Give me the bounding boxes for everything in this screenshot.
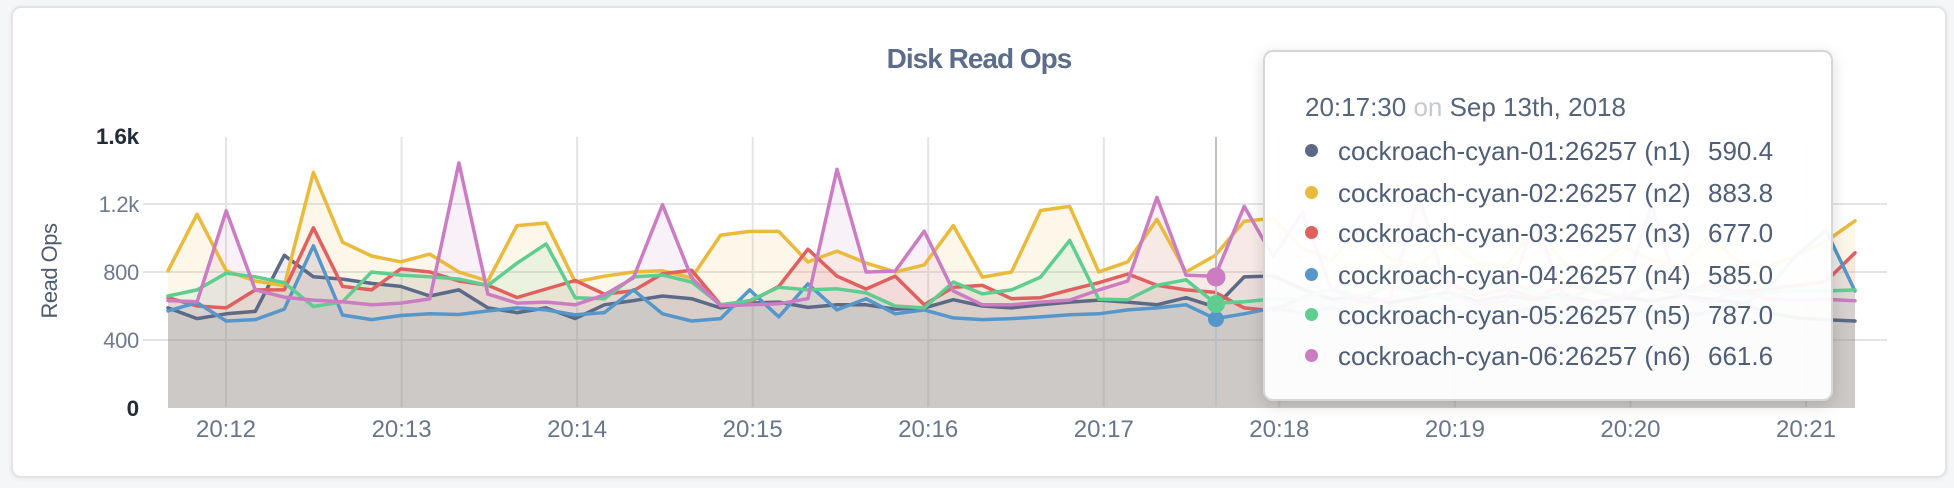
svg-text:20:14: 20:14	[547, 416, 607, 443]
svg-text:20:17: 20:17	[1074, 416, 1134, 443]
svg-text:20:21: 20:21	[1776, 416, 1836, 443]
svg-text:20:20: 20:20	[1600, 416, 1660, 443]
svg-text:0: 0	[127, 396, 139, 421]
svg-text:400: 400	[103, 328, 139, 353]
svg-text:20:13: 20:13	[372, 416, 432, 443]
svg-text:20:19: 20:19	[1425, 416, 1485, 443]
svg-text:Read Ops: Read Ops	[37, 223, 62, 319]
svg-text:20:12: 20:12	[196, 416, 256, 443]
svg-text:20:16: 20:16	[898, 416, 958, 443]
svg-text:20:18: 20:18	[1249, 416, 1309, 443]
svg-text:800: 800	[103, 260, 139, 285]
svg-text:20:15: 20:15	[723, 416, 783, 443]
svg-text:1.2k: 1.2k	[99, 192, 141, 217]
svg-text:1.6k: 1.6k	[96, 124, 140, 149]
